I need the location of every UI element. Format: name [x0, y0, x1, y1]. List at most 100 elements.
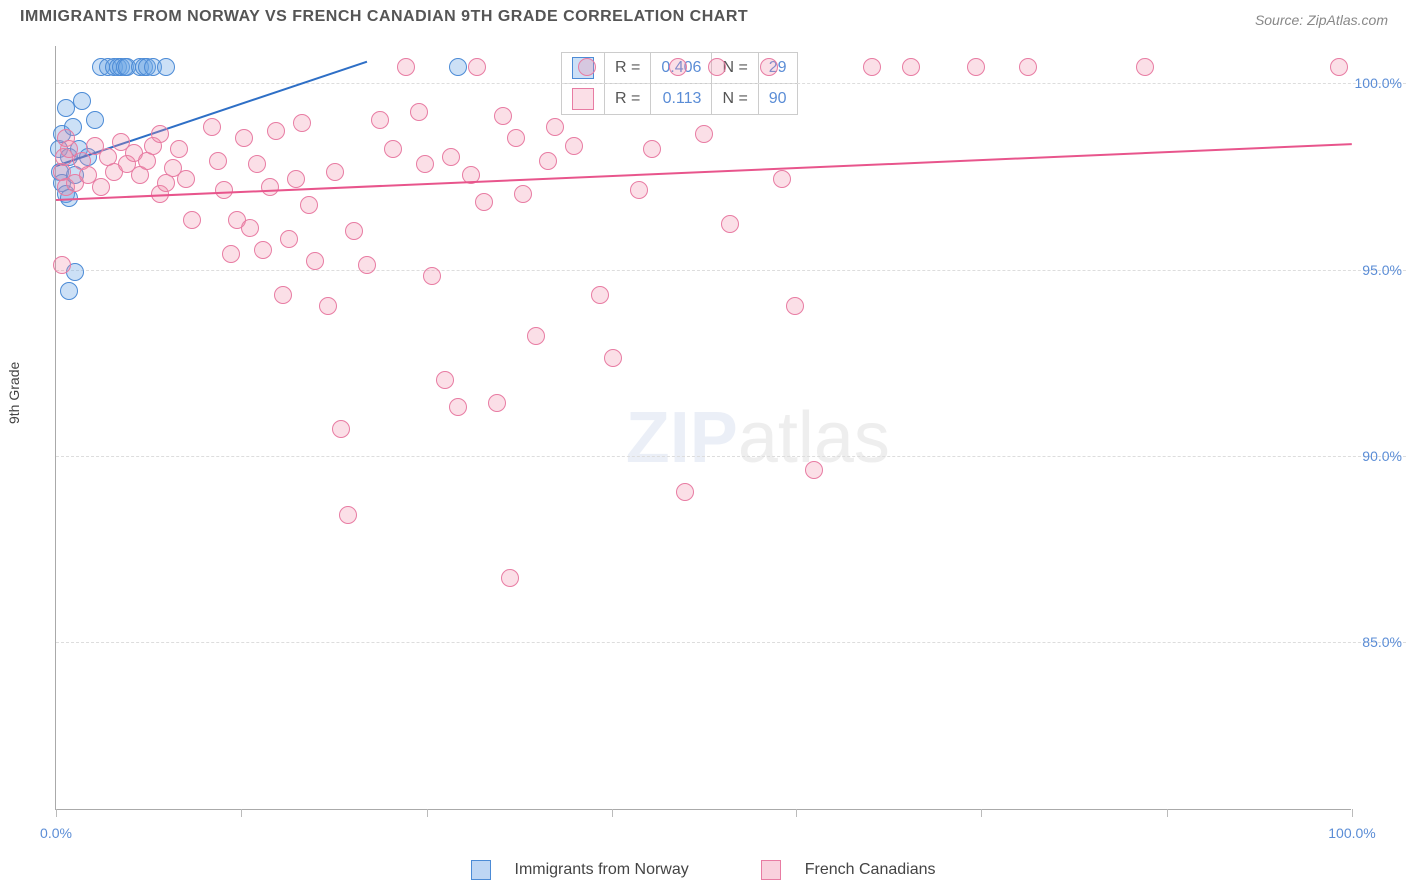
scatter-point-french: [209, 152, 227, 170]
scatter-point-french: [902, 58, 920, 76]
scatter-point-french: [630, 181, 648, 199]
scatter-point-french: [786, 297, 804, 315]
x-tick-label: 100.0%: [1328, 825, 1375, 841]
scatter-point-french: [248, 155, 266, 173]
scatter-point-french: [546, 118, 564, 136]
stats-r-label: R =: [605, 84, 651, 115]
scatter-point-french: [235, 129, 253, 147]
scatter-point-french: [967, 58, 985, 76]
source-prefix: Source:: [1255, 12, 1307, 28]
stats-r-label: R =: [605, 53, 651, 84]
scatter-point-french: [488, 394, 506, 412]
y-tick-label: 90.0%: [1362, 448, 1406, 464]
scatter-point-french: [1019, 58, 1037, 76]
legend-item: Immigrants from Norway: [453, 861, 707, 878]
scatter-point-french: [183, 211, 201, 229]
scatter-point-french: [863, 58, 881, 76]
scatter-point-french: [319, 297, 337, 315]
source-attribution: Source: ZipAtlas.com: [1255, 12, 1388, 28]
scatter-point-french: [501, 569, 519, 587]
stats-swatch-french: [572, 88, 594, 110]
scatter-point-french: [604, 349, 622, 367]
scatter-point-french: [1136, 58, 1154, 76]
scatter-point-norway: [73, 92, 91, 110]
scatter-point-french: [669, 58, 687, 76]
y-tick-label: 100.0%: [1355, 75, 1406, 91]
scatter-point-french: [760, 58, 778, 76]
scatter-point-french: [306, 252, 324, 270]
scatter-point-french: [475, 193, 493, 211]
scatter-point-french: [384, 140, 402, 158]
scatter-point-french: [494, 107, 512, 125]
gridline-horizontal: [56, 83, 1406, 84]
scatter-point-french: [676, 483, 694, 501]
x-tick-label: 0.0%: [40, 825, 72, 841]
legend-label: French Canadians: [805, 861, 936, 878]
chart-title: IMMIGRANTS FROM NORWAY VS FRENCH CANADIA…: [20, 8, 748, 26]
scatter-point-french: [721, 215, 739, 233]
y-tick-label: 85.0%: [1362, 634, 1406, 650]
scatter-plot-area: ZIPatlas R = 0.406N = 29R = 0.113N = 90 …: [55, 46, 1351, 810]
scatter-point-french: [591, 286, 609, 304]
stats-n-label: N =: [712, 84, 758, 115]
scatter-point-french: [527, 327, 545, 345]
scatter-point-french: [241, 219, 259, 237]
scatter-point-french: [449, 398, 467, 416]
stats-row-french: R = 0.113N = 90: [562, 84, 798, 115]
scatter-point-french: [423, 267, 441, 285]
scatter-point-french: [254, 241, 272, 259]
x-tick: [1352, 809, 1353, 817]
scatter-point-norway: [157, 58, 175, 76]
scatter-point-french: [151, 125, 169, 143]
scatter-point-french: [773, 170, 791, 188]
scatter-point-french: [293, 114, 311, 132]
scatter-point-french: [410, 103, 428, 121]
watermark: ZIPatlas: [626, 397, 890, 479]
scatter-point-norway: [449, 58, 467, 76]
gridline-horizontal: [56, 270, 1406, 271]
scatter-point-french: [267, 122, 285, 140]
scatter-point-french: [358, 256, 376, 274]
stats-r-value: 0.113: [651, 84, 712, 115]
scatter-point-french: [708, 58, 726, 76]
x-tick: [1167, 809, 1168, 817]
gridline-horizontal: [56, 456, 1406, 457]
scatter-point-french: [215, 181, 233, 199]
scatter-point-french: [442, 148, 460, 166]
scatter-point-french: [300, 196, 318, 214]
legend-item: French Canadians: [743, 861, 954, 878]
scatter-point-french: [280, 230, 298, 248]
x-tick: [981, 809, 982, 817]
scatter-point-french: [53, 256, 71, 274]
scatter-point-french: [805, 461, 823, 479]
scatter-point-french: [539, 152, 557, 170]
scatter-point-french: [339, 506, 357, 524]
legend-swatch: [761, 860, 781, 880]
scatter-point-french: [326, 163, 344, 181]
x-tick: [56, 809, 57, 817]
watermark-bold: ZIP: [626, 398, 738, 478]
scatter-point-french: [1330, 58, 1348, 76]
scatter-point-norway: [60, 282, 78, 300]
legend-swatch: [471, 860, 491, 880]
x-tick: [241, 809, 242, 817]
scatter-point-french: [416, 155, 434, 173]
scatter-point-french: [514, 185, 532, 203]
x-tick: [427, 809, 428, 817]
legend-label: Immigrants from Norway: [515, 861, 689, 878]
scatter-point-french: [170, 140, 188, 158]
gridline-horizontal: [56, 642, 1406, 643]
scatter-point-french: [274, 286, 292, 304]
stats-n-value: 90: [758, 84, 797, 115]
scatter-point-french: [222, 245, 240, 263]
scatter-point-french: [468, 58, 486, 76]
scatter-point-french: [287, 170, 305, 188]
scatter-point-french: [565, 137, 583, 155]
scatter-point-french: [177, 170, 195, 188]
y-tick-label: 95.0%: [1362, 262, 1406, 278]
scatter-point-french: [92, 178, 110, 196]
y-axis-label: 9th Grade: [6, 362, 22, 424]
scatter-point-french: [203, 118, 221, 136]
scatter-point-french: [578, 58, 596, 76]
scatter-point-french: [261, 178, 279, 196]
